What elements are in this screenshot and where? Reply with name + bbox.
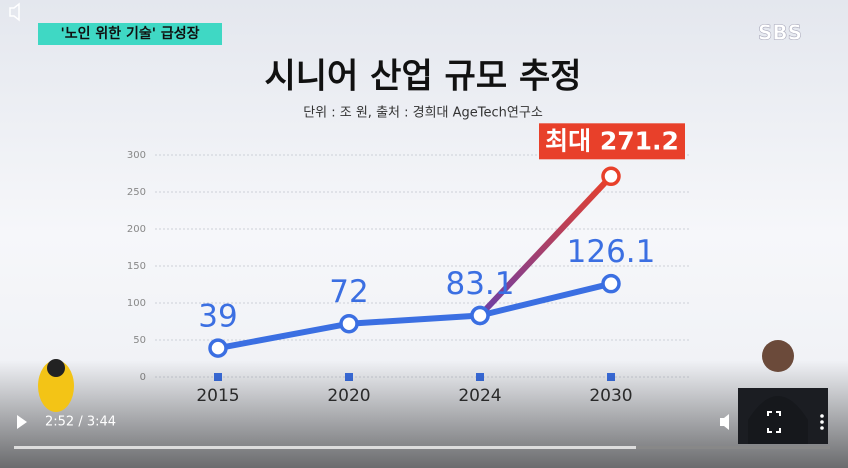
point — [208, 338, 228, 358]
badge-text: '노인 위한 기술' 급성장 — [60, 25, 199, 42]
y-tick-label: 300 — [127, 150, 146, 161]
value-label: 83.1 — [445, 266, 514, 302]
series-line — [215, 280, 614, 352]
value-label: 126.1 — [567, 234, 656, 270]
y-tick-label: 100 — [127, 298, 146, 309]
value-label: 39 — [198, 299, 237, 335]
point — [470, 305, 490, 326]
progress-played — [14, 446, 636, 449]
chart-title: 시니어 산업 규모 추정 — [264, 57, 581, 97]
value-label: 최대 271.2 — [545, 126, 679, 155]
volume-button[interactable] — [720, 414, 729, 430]
badge — [38, 23, 222, 45]
logo: SBS — [758, 21, 802, 45]
y-tick-label: 250 — [127, 187, 146, 198]
y-tick-label: 200 — [127, 224, 146, 235]
y-tick-label: 150 — [127, 261, 146, 272]
point — [339, 313, 359, 334]
mini-logo — [38, 359, 74, 412]
value-label: 72 — [329, 274, 368, 310]
play-button[interactable] — [17, 415, 27, 429]
point — [601, 273, 621, 294]
series-line — [477, 173, 614, 319]
control-shade — [0, 360, 848, 468]
signer — [738, 340, 828, 444]
more-button[interactable] — [820, 414, 824, 430]
time-display: 2:52 / 3:44 — [45, 415, 116, 430]
value-label-box — [539, 123, 685, 160]
point — [601, 166, 621, 187]
fullscreen-button[interactable] — [767, 411, 781, 433]
mute-indicator[interactable] — [9, 2, 20, 22]
chart-subtitle: 단위 : 조 원, 출처 : 경희대 AgeTech연구소 — [303, 106, 543, 121]
y-tick-label: 50 — [133, 335, 146, 346]
